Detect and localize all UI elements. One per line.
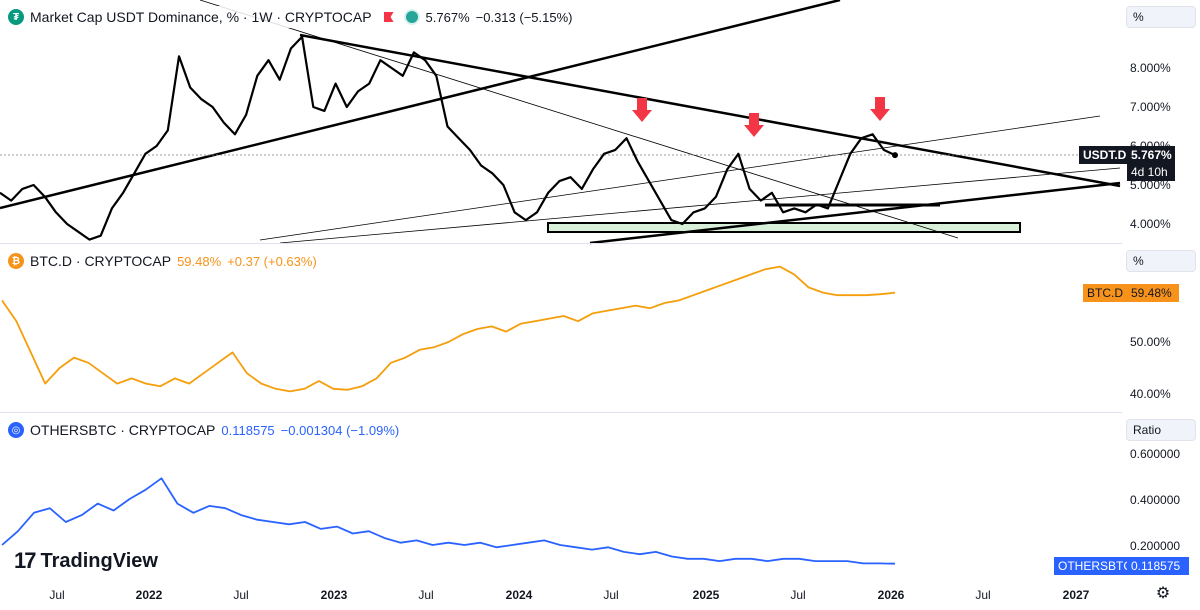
y-tick: 8.000% xyxy=(1130,61,1171,75)
series-value: 5.767% xyxy=(425,9,470,25)
trendline-ascending xyxy=(0,0,841,210)
x-tick: 2025 xyxy=(692,588,720,602)
legend-othersbtc[interactable]: ◎ OTHERSBTC · CRYPTOCAP 0.118575 −0.0013… xyxy=(8,419,406,441)
trendline-lower xyxy=(589,181,1121,245)
last-symbol-label: OTHERSBTC xyxy=(1054,557,1137,575)
tradingview-logo[interactable]: 17 TradingView xyxy=(14,548,158,574)
y-tick: 7.000% xyxy=(1130,100,1171,114)
series-title: Market Cap USDT Dominance, % · 1W · CRYP… xyxy=(30,9,372,25)
channel-line xyxy=(279,167,1121,244)
y-tick: 50.00% xyxy=(1130,335,1171,349)
last-point-marker xyxy=(892,152,898,159)
legend-usdt-dominance[interactable]: ₮ Market Cap USDT Dominance, % · 1W · CR… xyxy=(8,6,579,28)
x-tick: 2024 xyxy=(505,588,533,602)
tether-logo-icon: ₮ xyxy=(8,9,24,25)
tradingview-mark-icon: 17 xyxy=(14,548,37,573)
last-symbol-label: BTC.D xyxy=(1083,284,1127,302)
down-arrow-icon xyxy=(632,98,652,122)
last-symbol-label: USDT.D xyxy=(1079,146,1131,164)
series-title: BTC.D · CRYPTOCAP xyxy=(30,253,172,269)
x-tick: Jul xyxy=(49,588,65,602)
x-tick: Jul xyxy=(603,588,619,602)
series-value: 59.48% xyxy=(177,253,222,269)
channel-line xyxy=(259,115,1101,241)
y-tick: 40.00% xyxy=(1130,387,1171,401)
y-tick: 5.000% xyxy=(1130,178,1171,192)
support-zone xyxy=(547,222,1021,233)
series-change: −0.001304 (−1.09%) xyxy=(280,422,400,438)
last-value-label: 59.48% xyxy=(1127,284,1179,302)
series-title: OTHERSBTC · CRYPTOCAP xyxy=(30,422,216,438)
down-arrow-icon xyxy=(744,113,764,137)
usdt-dominance-line xyxy=(0,35,896,241)
market-status-dot-icon[interactable] xyxy=(403,9,420,25)
last-value-label: 5.767% xyxy=(1127,146,1175,164)
pane-divider[interactable] xyxy=(0,243,1200,244)
x-tick: 2026 xyxy=(877,588,905,602)
unit-selector[interactable]: Ratio xyxy=(1126,419,1196,441)
legend-btc-dominance[interactable]: ₿ BTC.D · CRYPTOCAP 59.48% +0.37 (+0.63%… xyxy=(8,250,323,272)
pane-divider[interactable] xyxy=(0,412,1200,413)
x-tick: Jul xyxy=(975,588,991,602)
y-tick: 0.200000 xyxy=(1130,539,1181,553)
x-tick: 2022 xyxy=(135,588,163,602)
trendline-thin xyxy=(199,0,959,239)
x-tick: Jul xyxy=(233,588,249,602)
price-axis[interactable] xyxy=(1122,0,1200,610)
x-tick: 2027 xyxy=(1062,588,1090,602)
last-value-label: 0.118575 xyxy=(1127,557,1189,575)
flag-icon[interactable] xyxy=(383,12,394,22)
y-tick: 0.600000 xyxy=(1130,447,1181,461)
series-change: +0.37 (+0.63%) xyxy=(227,253,317,269)
unit-selector[interactable]: % xyxy=(1126,250,1196,272)
down-arrow-icon xyxy=(870,97,890,121)
brand-name: TradingView xyxy=(40,549,158,572)
trendline-descending xyxy=(299,33,1121,188)
others-logo-icon: ◎ xyxy=(8,422,24,438)
x-tick: Jul xyxy=(790,588,806,602)
y-tick: 4.000% xyxy=(1130,217,1171,231)
unit-selector[interactable]: % xyxy=(1126,6,1196,28)
x-tick: Jul xyxy=(418,588,434,602)
x-tick: 2023 xyxy=(320,588,348,602)
othersbtc-line xyxy=(1,477,896,565)
y-tick: 0.400000 xyxy=(1130,493,1181,507)
series-value: 0.118575 xyxy=(221,422,275,438)
gear-icon[interactable]: ⚙ xyxy=(1155,585,1171,602)
series-change: −0.313 (−5.15%) xyxy=(475,9,573,25)
countdown-label: 4d 10h xyxy=(1127,163,1175,181)
bitcoin-logo-icon: ₿ xyxy=(8,253,24,269)
btc-dominance-line xyxy=(1,265,896,393)
